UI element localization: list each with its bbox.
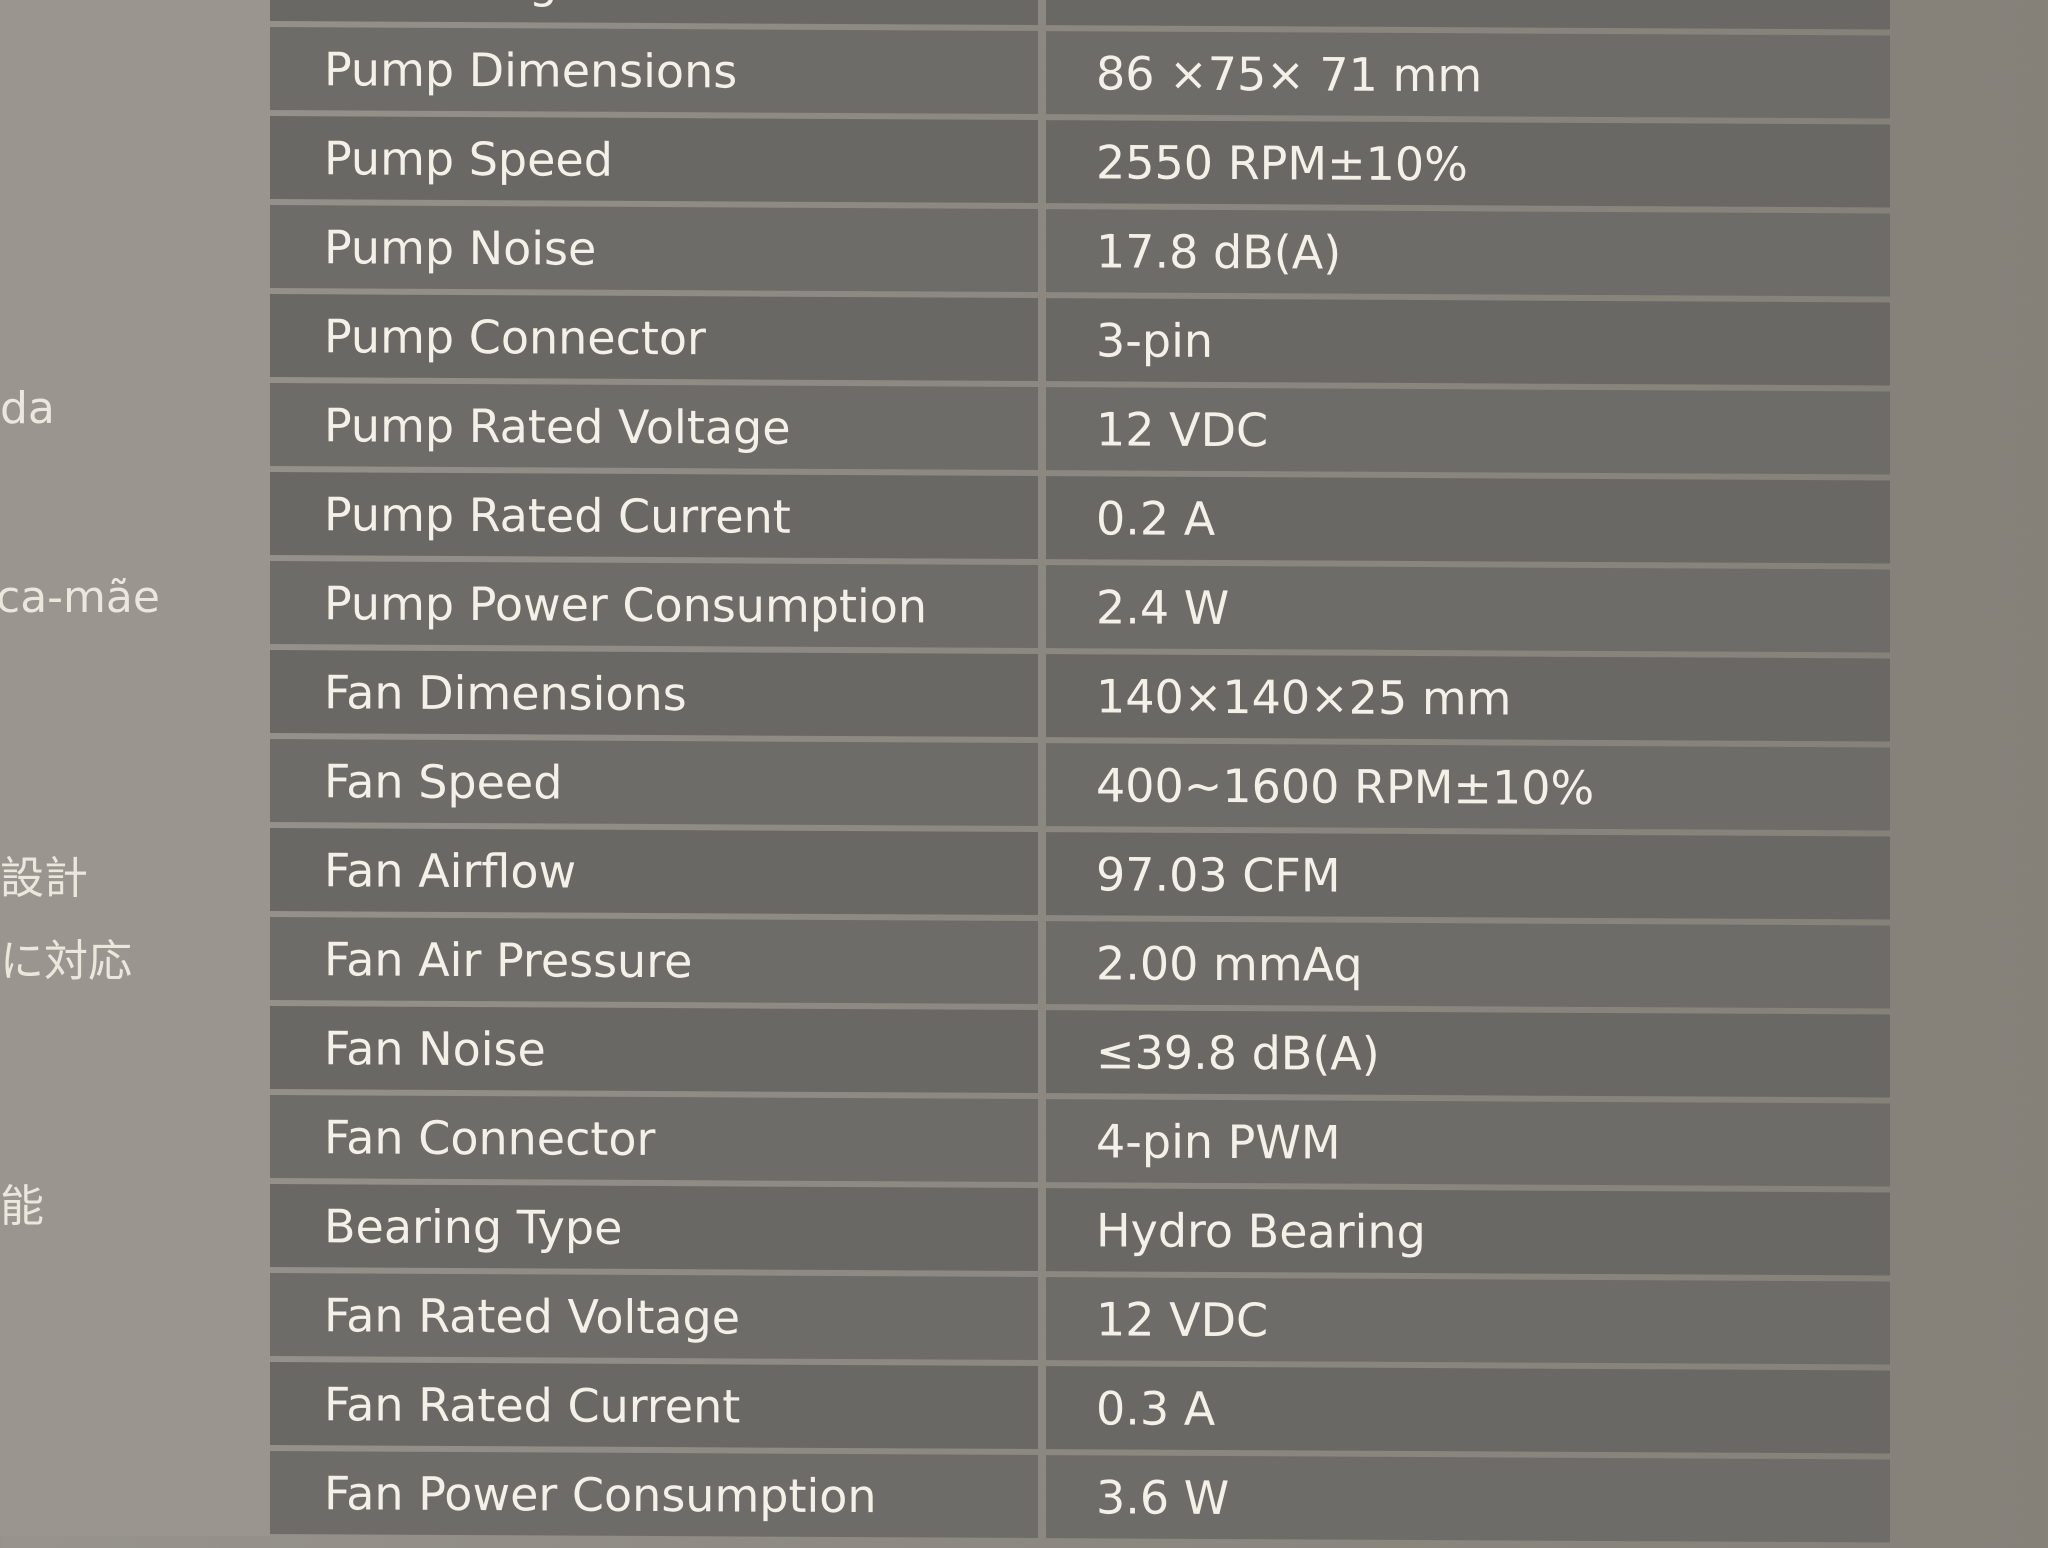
spec-value: 4-pin PWM bbox=[1046, 1099, 1890, 1187]
side-text-fragment: da bbox=[0, 383, 55, 434]
spec-value: 0.2 A bbox=[1046, 476, 1890, 564]
spec-row: Fan Speed 400~1600 RPM±10% bbox=[270, 739, 1890, 831]
spec-label: Fan Speed bbox=[270, 739, 1038, 827]
spec-value: 140×140×25 mm bbox=[1046, 654, 1890, 742]
spec-label: Fan Connector bbox=[270, 1095, 1038, 1183]
spec-value: 2550 RPM±10% bbox=[1046, 120, 1890, 208]
spec-row: Pump Connector 3-pin bbox=[270, 294, 1890, 386]
spec-value: 3.6 W bbox=[1046, 1455, 1890, 1543]
spec-value bbox=[1046, 0, 1890, 30]
spec-label: Fan Dimensions bbox=[270, 650, 1038, 738]
spec-row: Fan Air Pressure 2.00 mmAq bbox=[270, 917, 1890, 1009]
spec-label: Pump Speed bbox=[270, 116, 1038, 204]
side-text-fragment: に対応 bbox=[0, 936, 132, 987]
packaging-side-panel: da ca-mãe 設計 に対応 能 bbox=[0, 0, 270, 1536]
spec-row: Fan Connector 4-pin PWM bbox=[270, 1095, 1890, 1187]
spec-label: Pump Rated Voltage bbox=[270, 383, 1038, 471]
spec-value: 2.4 W bbox=[1046, 565, 1890, 653]
spec-row: Fan Rated Current 0.3 A bbox=[270, 1362, 1890, 1454]
spec-value: 0.3 A bbox=[1046, 1366, 1890, 1454]
spec-value: 12 VDC bbox=[1046, 1277, 1890, 1365]
spec-label: Pump Dimensions bbox=[270, 27, 1038, 115]
spec-label: Fan Power Consumption bbox=[270, 1451, 1038, 1539]
spec-label: Fan Noise bbox=[270, 1006, 1038, 1094]
spec-row: Pump Dimensions 86 ×75× 71 mm bbox=[270, 27, 1890, 119]
spec-row: Fan Airflow 97.03 CFM bbox=[270, 828, 1890, 920]
spec-row: Pump Rated Voltage 12 VDC bbox=[270, 383, 1890, 475]
spec-row: Pump Speed 2550 RPM±10% bbox=[270, 116, 1890, 208]
spec-label: Bearing Type bbox=[270, 1184, 1038, 1272]
spec-label: Pump Noise bbox=[270, 205, 1038, 293]
side-text-fragment: ca-mãe bbox=[0, 572, 160, 623]
side-text-fragment: 能 bbox=[0, 1181, 44, 1232]
side-text-fragment: 設計 bbox=[0, 853, 88, 904]
spec-value: ≤39.8 dB(A) bbox=[1046, 1010, 1890, 1098]
spec-value: 400~1600 RPM±10% bbox=[1046, 743, 1890, 831]
spec-label: Pump Rated Current bbox=[270, 472, 1038, 560]
spec-row: Pump Power Consumption 2.4 W bbox=[270, 561, 1890, 653]
spec-value: 12 VDC bbox=[1046, 387, 1890, 475]
spec-label: Tube Length bbox=[270, 0, 1038, 26]
spec-label: Fan Rated Current bbox=[270, 1362, 1038, 1450]
spec-value: 86 ×75× 71 mm bbox=[1046, 31, 1890, 119]
spec-row: Fan Power Consumption 3.6 W bbox=[270, 1451, 1890, 1543]
spec-label: Fan Airflow bbox=[270, 828, 1038, 916]
spec-label: Pump Connector bbox=[270, 294, 1038, 382]
spec-value: 97.03 CFM bbox=[1046, 832, 1890, 920]
spec-row: Fan Noise ≤39.8 dB(A) bbox=[270, 1006, 1890, 1098]
spec-row: Pump Noise 17.8 dB(A) bbox=[270, 205, 1890, 297]
spec-value: 17.8 dB(A) bbox=[1046, 209, 1890, 297]
spec-row: Fan Rated Voltage 12 VDC bbox=[270, 1273, 1890, 1365]
spec-value: 2.00 mmAq bbox=[1046, 921, 1890, 1009]
spec-label: Pump Power Consumption bbox=[270, 561, 1038, 649]
spec-row: Fan Dimensions 140×140×25 mm bbox=[270, 650, 1890, 742]
spec-label: Fan Rated Voltage bbox=[270, 1273, 1038, 1361]
spec-label: Fan Air Pressure bbox=[270, 917, 1038, 1005]
spec-value: Hydro Bearing bbox=[1046, 1188, 1890, 1276]
spec-value: 3-pin bbox=[1046, 298, 1890, 386]
spec-row: Bearing Type Hydro Bearing bbox=[270, 1184, 1890, 1276]
spec-row: Pump Rated Current 0.2 A bbox=[270, 472, 1890, 564]
spec-row: Tube Length bbox=[270, 0, 1890, 30]
